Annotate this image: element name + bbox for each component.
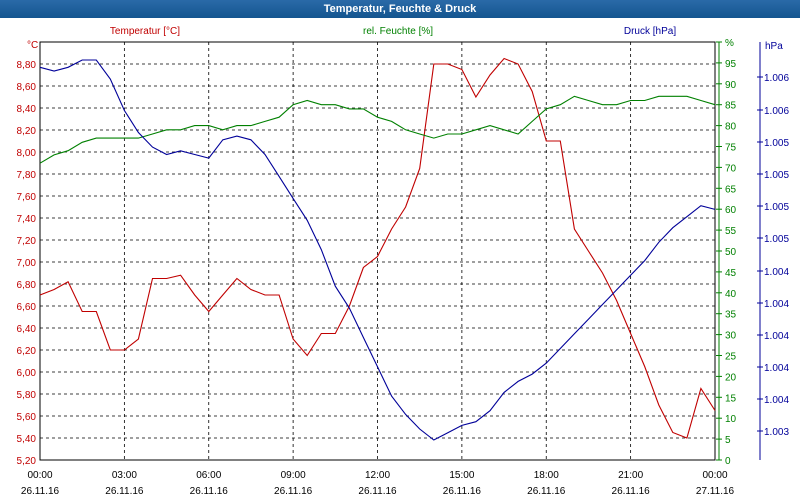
x-tick-time: 12:00 <box>365 470 390 481</box>
humidity-tick-label: 35 <box>725 310 737 321</box>
humidity-tick-label: 60 <box>725 205 737 216</box>
temp-tick-label: 5,80 <box>17 390 37 401</box>
pressure-tick-label: 1.005 <box>764 234 789 245</box>
temp-tick-label: 7,20 <box>17 236 37 247</box>
pressure-tick-label: 1.004 <box>764 363 789 374</box>
temp-tick-label: 8,80 <box>17 60 37 71</box>
pressure-tick-label: 1.004 <box>764 331 789 342</box>
temp-tick-label: 6,20 <box>17 346 37 357</box>
temp-tick-label: 7,80 <box>17 170 37 181</box>
humidity-tick-label: 50 <box>725 247 737 258</box>
temp-tick-label: 5,60 <box>17 412 37 423</box>
x-tick-time: 21:00 <box>618 470 643 481</box>
pressure-tick-label: 1.005 <box>764 202 789 213</box>
humidity-tick-label: 15 <box>725 393 737 404</box>
humidity-tick-label: 65 <box>725 184 737 195</box>
humidity-tick-label: 80 <box>725 122 737 133</box>
x-tick-time: 03:00 <box>112 470 137 481</box>
x-tick-date: 26.11.16 <box>274 486 313 497</box>
x-tick-date: 26.11.16 <box>358 486 397 497</box>
temp-tick-label: 6,60 <box>17 302 37 313</box>
x-tick-time: 09:00 <box>281 470 306 481</box>
humidity-tick-label: 0 <box>725 456 731 467</box>
temp-tick-label: 6,00 <box>17 368 37 379</box>
humidity-tick-label: 10 <box>725 414 737 425</box>
x-tick-date: 26.11.16 <box>527 486 566 497</box>
legend-label: Temperatur [°C] <box>110 26 180 37</box>
pressure-tick-label: 1.006 <box>764 106 789 117</box>
humidity-tick-label: 40 <box>725 289 737 300</box>
humidity-tick-label: 85 <box>725 101 737 112</box>
humidity-tick-label: % <box>725 38 734 49</box>
pressure-line <box>39 59 716 441</box>
temp-unit-label: °C <box>27 40 38 51</box>
legend-label: Druck [hPa] <box>624 26 676 37</box>
x-tick-date: 26.11.16 <box>21 486 60 497</box>
humidity-tick-label: 75 <box>725 143 737 154</box>
x-tick-date: 27.11.16 <box>696 486 735 497</box>
temp-tick-label: 7,00 <box>17 258 37 269</box>
temp-tick-label: 8,20 <box>17 126 37 137</box>
pressure-tick-label: 1.005 <box>764 170 789 181</box>
temperature-line <box>39 57 716 439</box>
pressure-tick-label: 1.003 <box>764 427 789 438</box>
x-tick-date: 26.11.16 <box>190 486 229 497</box>
x-tick-time: 00:00 <box>27 470 52 481</box>
x-tick-date: 26.11.16 <box>443 486 482 497</box>
window-title: Temperatur, Feuchte & Druck <box>0 0 800 18</box>
pressure-tick-label: 1.004 <box>764 299 789 310</box>
x-tick-time: 18:00 <box>534 470 559 481</box>
humidity-tick-label: 5 <box>725 435 731 446</box>
temp-tick-label: 8,40 <box>17 104 37 115</box>
humidity-line <box>39 95 716 164</box>
humidity-tick-label: 70 <box>725 163 737 174</box>
pressure-tick-label: 1.004 <box>764 395 789 406</box>
temp-tick-label: 5,20 <box>17 456 37 467</box>
temp-tick-label: 7,40 <box>17 214 37 225</box>
temp-tick-label: 8,60 <box>17 82 37 93</box>
humidity-tick-label: 20 <box>725 372 737 383</box>
pressure-tick-label: 1.006 <box>764 73 789 84</box>
x-tick-time: 00:00 <box>702 470 727 481</box>
temp-tick-label: 7,60 <box>17 192 37 203</box>
humidity-tick-label: 25 <box>725 352 737 363</box>
humidity-tick-label: 55 <box>725 226 737 237</box>
pressure-tick-label: 1.005 <box>764 138 789 149</box>
pressure-tick-label: 1.004 <box>764 267 789 278</box>
x-tick-time: 15:00 <box>449 470 474 481</box>
pressure-unit-label: hPa <box>765 41 783 52</box>
legend-label: rel. Feuchte [%] <box>363 26 433 37</box>
chart: 5,20 5,40 5,60 5,80 6,00 6,20 6,40 6,60 6,80 7,00… <box>17 26 790 497</box>
humidity-tick-label: 45 <box>725 268 737 279</box>
humidity-tick-label: 95 <box>725 59 737 70</box>
temp-tick-label: 6,80 <box>17 280 37 291</box>
temp-tick-label: 6,40 <box>17 324 37 335</box>
temp-tick-label: 8,00 <box>17 148 37 159</box>
x-tick-time: 06:00 <box>196 470 221 481</box>
temp-tick-label: 5,40 <box>17 434 37 445</box>
humidity-tick-label: 90 <box>725 80 737 91</box>
x-tick-date: 26.11.16 <box>612 486 651 497</box>
humidity-tick-label: 30 <box>725 331 737 342</box>
x-tick-date: 26.11.16 <box>105 486 144 497</box>
